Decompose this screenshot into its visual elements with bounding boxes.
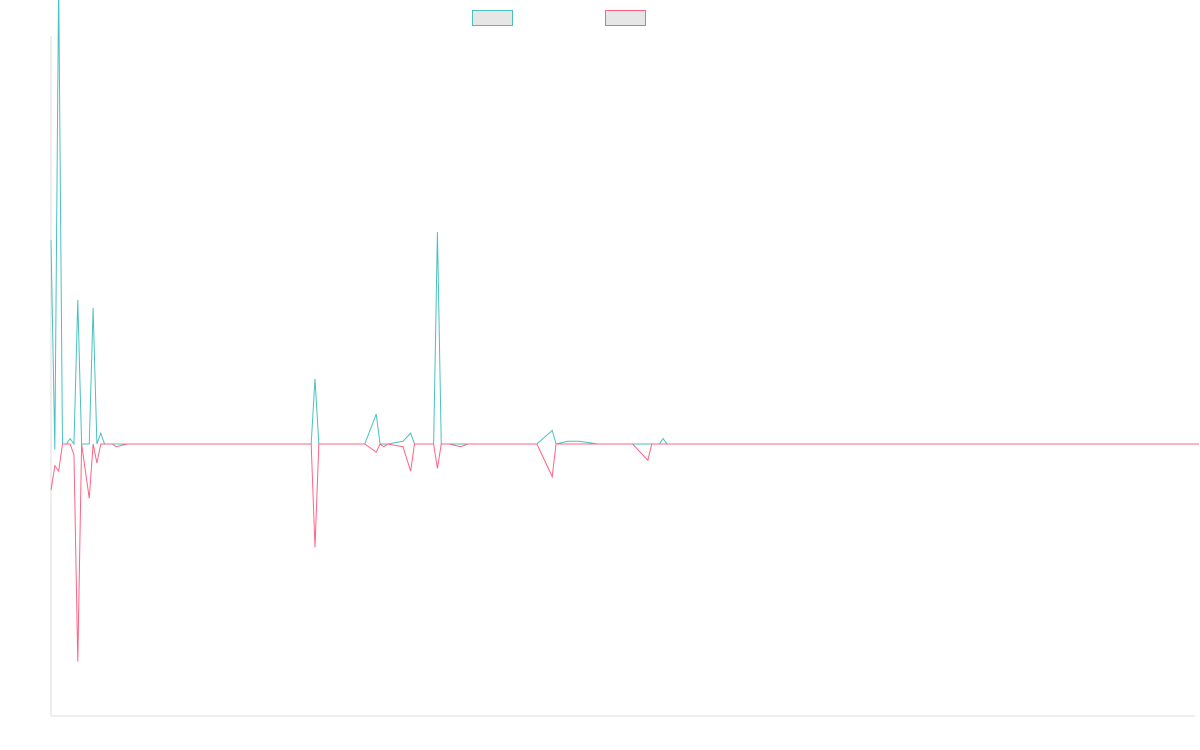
legend-swatch-1[interactable]: [472, 10, 513, 26]
legend[interactable]: [472, 10, 646, 26]
series-group: [50, 0, 1199, 662]
axes: [50, 36, 1195, 717]
legend-swatch-2[interactable]: [605, 10, 646, 26]
series-line-1: [50, 0, 1199, 450]
legend-item-2[interactable]: [605, 10, 646, 26]
legend-item-1[interactable]: [472, 10, 513, 26]
series-line-2: [50, 443, 1199, 662]
